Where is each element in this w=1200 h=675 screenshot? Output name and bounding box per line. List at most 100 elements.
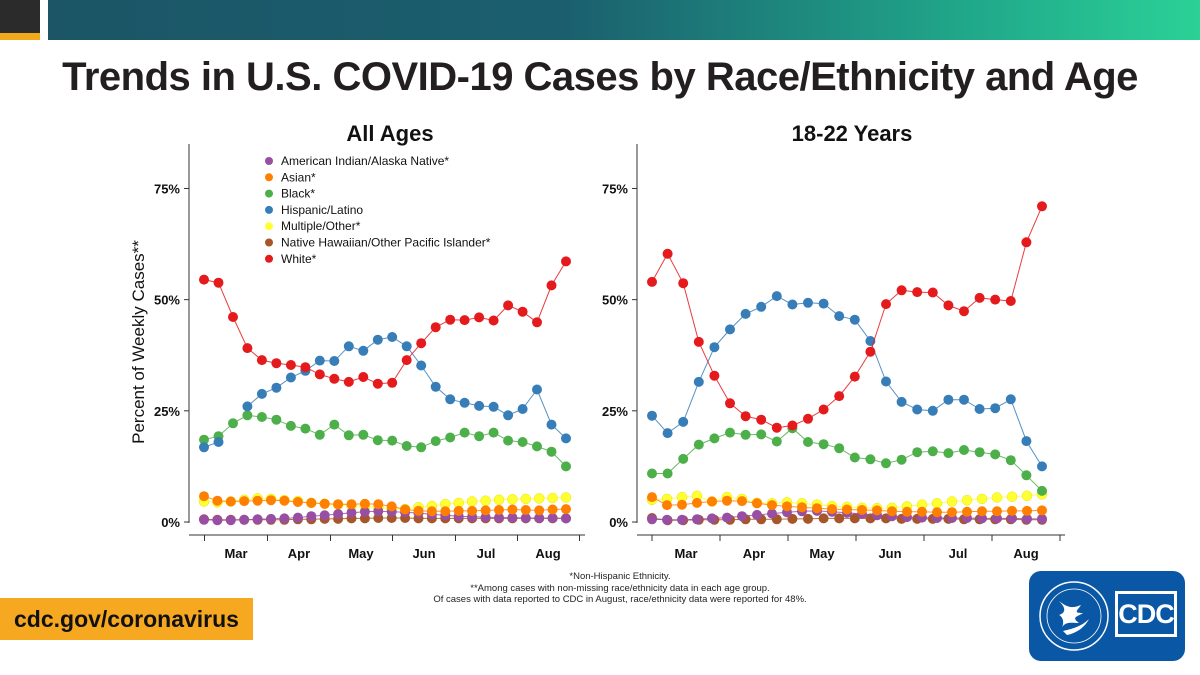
- data-point: [818, 513, 829, 524]
- data-point: [1021, 237, 1032, 248]
- data-point: [834, 443, 845, 454]
- data-point: [787, 513, 798, 524]
- data-point: [1021, 490, 1033, 502]
- data-point: [372, 378, 383, 389]
- data-point: [329, 356, 340, 366]
- data-point: [507, 504, 518, 515]
- data-point: [459, 315, 470, 326]
- series-line: [651, 206, 1043, 429]
- data-point: [849, 452, 860, 463]
- data-point: [756, 414, 767, 425]
- data-point: [503, 435, 514, 446]
- data-point: [329, 373, 340, 384]
- data-point: [752, 509, 762, 520]
- data-point: [373, 506, 384, 517]
- data-point: [887, 506, 897, 517]
- data-point: [546, 419, 557, 430]
- data-point: [737, 511, 747, 522]
- data-point: [992, 513, 1002, 524]
- data-point: [932, 507, 942, 518]
- x-tick-label: Mar: [674, 546, 697, 561]
- data-point: [503, 300, 514, 311]
- data-point: [445, 432, 456, 443]
- data-point: [740, 429, 751, 440]
- x-tick-label: Apr: [743, 546, 765, 561]
- cdc-url-link[interactable]: cdc.gov/coronavirus: [0, 598, 253, 640]
- data-point: [416, 360, 427, 371]
- x-tick-label: Apr: [288, 546, 310, 561]
- data-point: [767, 508, 777, 519]
- data-point: [445, 314, 456, 325]
- x-tick-label: Jun: [412, 546, 435, 561]
- data-point: [534, 513, 545, 523]
- data-point: [199, 491, 209, 502]
- data-point: [329, 419, 340, 430]
- data-point: [678, 278, 689, 289]
- data-point: [561, 504, 571, 515]
- data-point: [946, 496, 958, 507]
- data-point: [662, 514, 672, 525]
- data-point: [225, 496, 236, 507]
- series-line: [203, 495, 567, 512]
- data-point: [692, 497, 702, 508]
- legend-item-black: Black*: [265, 187, 315, 201]
- page-title: Trends in U.S. COVID-19 Cases by Race/Et…: [62, 55, 1138, 99]
- data-point: [532, 384, 542, 395]
- data-point: [239, 514, 250, 525]
- header-accent-strip: [0, 33, 40, 40]
- data-point: [812, 503, 822, 514]
- data-point: [662, 468, 673, 479]
- data-point: [865, 346, 876, 357]
- data-point: [818, 404, 829, 415]
- data-point: [834, 513, 845, 524]
- data-point: [467, 505, 478, 516]
- data-point: [343, 341, 354, 352]
- data-point: [722, 495, 732, 506]
- data-point: [709, 370, 720, 381]
- data-point: [507, 494, 518, 505]
- legend-label: Black*: [281, 187, 315, 201]
- data-point: [991, 492, 1003, 503]
- data-point: [842, 504, 852, 515]
- data-point: [480, 505, 491, 516]
- data-point: [271, 358, 282, 369]
- data-point: [358, 429, 369, 440]
- data-point: [722, 512, 732, 523]
- data-point: [346, 507, 357, 518]
- series-asian: [647, 492, 1047, 518]
- data-point: [737, 496, 747, 507]
- data-point: [740, 411, 751, 422]
- data-point: [212, 515, 223, 526]
- data-point: [1037, 513, 1047, 524]
- data-point: [803, 297, 813, 308]
- data-point: [493, 494, 505, 506]
- data-point: [977, 506, 987, 517]
- x-tick-label: Jul: [477, 546, 496, 561]
- data-point: [546, 280, 557, 291]
- data-point: [333, 499, 344, 510]
- series-hispanic-latino: [199, 332, 571, 453]
- data-point: [561, 461, 571, 472]
- data-point: [771, 291, 782, 302]
- data-point: [881, 458, 891, 469]
- footnote-line: *Non-Hispanic Ethnicity.: [569, 571, 671, 582]
- data-point: [678, 416, 689, 427]
- data-point: [959, 394, 969, 405]
- data-point: [1007, 505, 1017, 516]
- y-tick-label: 25%: [154, 404, 180, 419]
- y-axis-label: Percent of Weekly Cases**: [129, 240, 148, 444]
- data-point: [927, 287, 938, 298]
- legend-marker: [265, 189, 273, 198]
- data-point: [827, 504, 837, 515]
- data-point: [517, 306, 528, 317]
- legend-item-white: White*: [265, 252, 317, 266]
- data-point: [242, 343, 253, 354]
- data-point: [990, 294, 1001, 305]
- data-point: [285, 372, 296, 383]
- data-point: [647, 492, 657, 503]
- data-point: [343, 376, 354, 387]
- data-point: [547, 513, 558, 523]
- legend-item-hispanic-latino: Hispanic/Latino: [265, 203, 363, 217]
- data-point: [990, 449, 1001, 460]
- data-point: [782, 501, 792, 512]
